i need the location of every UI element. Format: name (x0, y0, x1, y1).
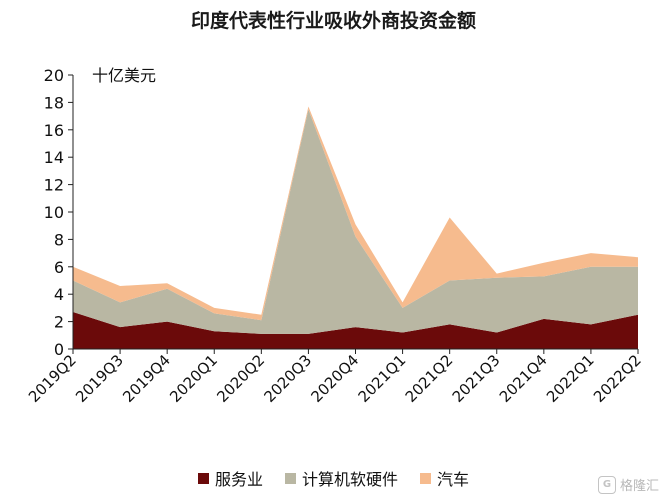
legend-label: 服务业 (214, 470, 263, 489)
y-tick-label: 18 (44, 93, 64, 112)
legend-swatch (420, 472, 431, 484)
x-tick-label: 2022Q2 (590, 351, 645, 406)
y-tick-label: 10 (44, 203, 64, 222)
y-tick-label: 4 (54, 285, 64, 304)
x-tick-label: 2019Q4 (119, 351, 174, 406)
x-tick-label: 2020Q1 (166, 351, 221, 406)
y-tick-label: 6 (54, 258, 64, 277)
area-series-3 (73, 106, 638, 321)
chart-title: 印度代表性行业吸收外商投资金额 (190, 10, 476, 32)
x-tick-label: 2020Q3 (260, 351, 315, 406)
legend-label: 计算机软硬件 (301, 470, 398, 489)
legend-item-3: 汽车 (420, 466, 469, 490)
unit-label: 十亿美元 (92, 66, 157, 85)
watermark-text: 格隆汇 (619, 479, 659, 494)
y-tick-label: 8 (54, 230, 64, 249)
legend-swatch (197, 472, 209, 484)
y-tick-label: 14 (44, 148, 64, 167)
x-tick-label: 2019Q3 (72, 351, 127, 406)
legend: 服务业 计算机软硬件 汽车 (0, 466, 667, 490)
y-tick-label: 12 (44, 176, 64, 195)
x-tick-label: 2021Q2 (402, 351, 457, 406)
x-tick-label: 2019Q2 (25, 351, 80, 406)
y-tick-label: 20 (44, 66, 64, 85)
y-tick-label: 0 (54, 340, 64, 359)
x-tick-label: 2022Q1 (543, 351, 598, 406)
legend-label: 汽车 (437, 470, 470, 489)
x-tick-label: 2021Q1 (355, 351, 410, 406)
watermark-logo-icon: G (597, 475, 616, 494)
y-tick-label: 2 (54, 313, 64, 332)
x-tick-label: 2020Q4 (308, 351, 363, 406)
y-tick-label: 16 (44, 121, 64, 140)
x-tick-label: 2020Q2 (213, 351, 268, 406)
watermark: G 格隆汇 (597, 475, 659, 494)
legend-item-1: 服务业 (197, 466, 263, 490)
area-series-2 (73, 109, 638, 334)
x-tick-label: 2021Q3 (449, 351, 504, 406)
legend-swatch (284, 472, 296, 484)
x-tick-label: 2021Q4 (496, 351, 551, 406)
area-series-1 (73, 312, 638, 349)
legend-item-2: 计算机软硬件 (284, 466, 398, 490)
